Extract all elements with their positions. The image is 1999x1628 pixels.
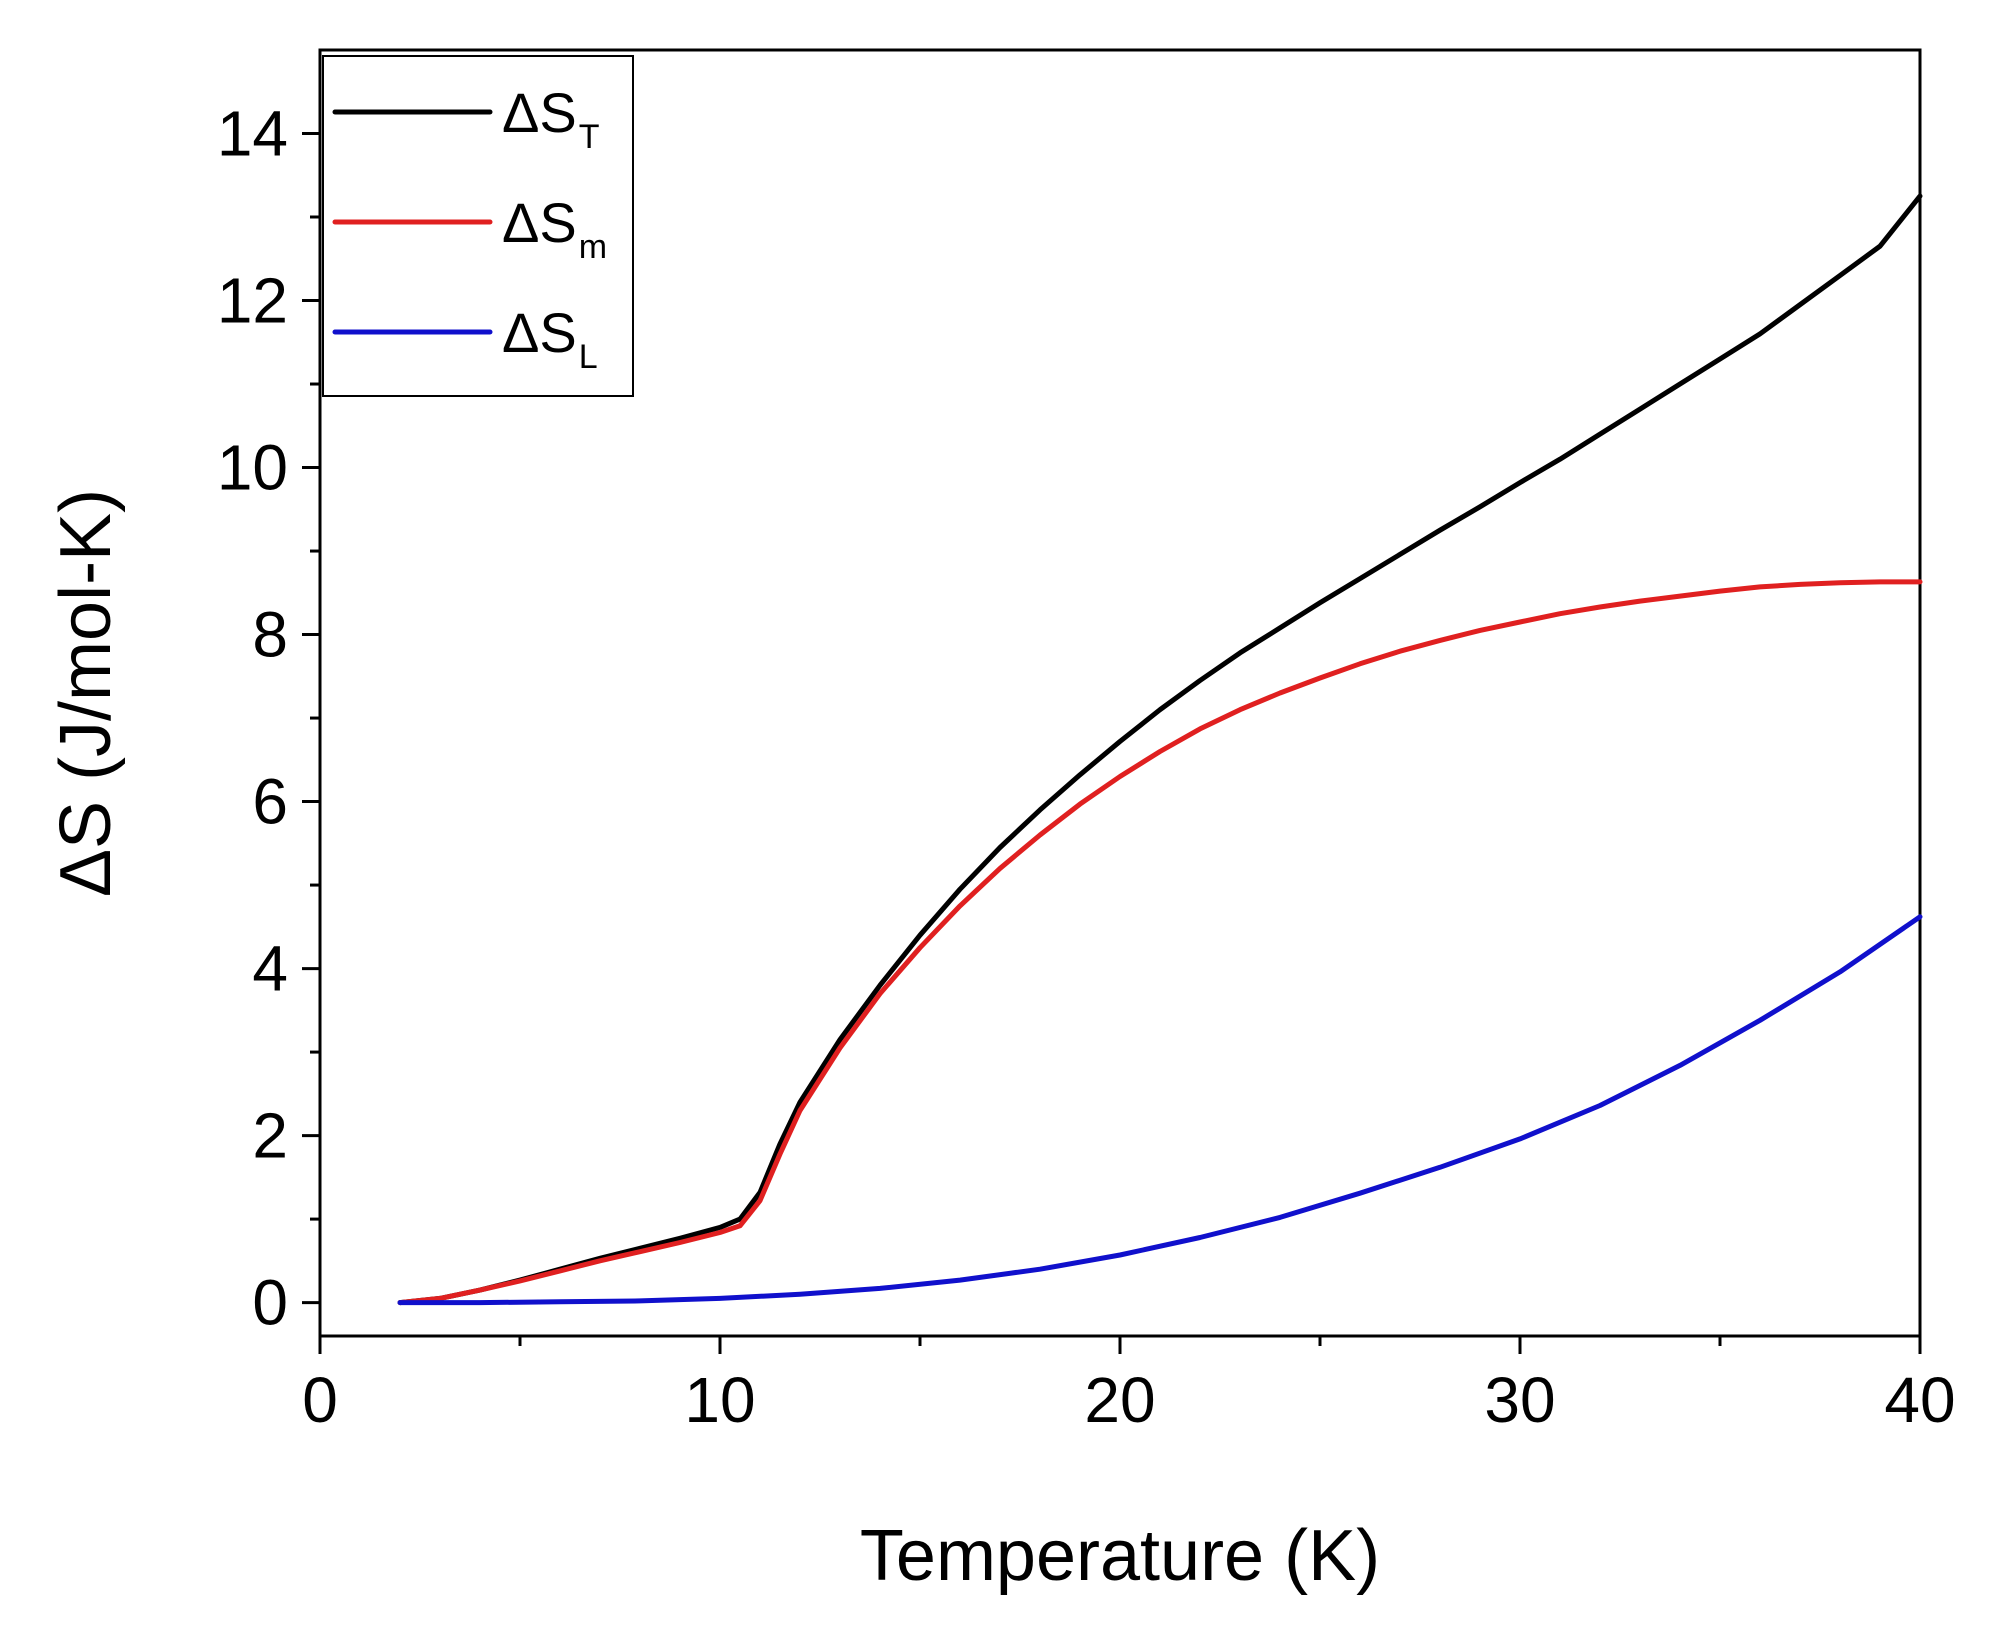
y-tick-label: 12: [217, 265, 288, 337]
y-tick-label: 8: [252, 599, 288, 671]
y-tick-label: 10: [217, 432, 288, 504]
legend-label-l: ΔSL: [502, 301, 598, 376]
y-tick-label: 6: [252, 766, 288, 838]
series-line-t: [397, 193, 1923, 1306]
series-line-l: [397, 914, 1923, 1306]
series-layer: [397, 193, 1923, 1306]
legend: ΔST ΔSm ΔSL: [322, 55, 634, 397]
x-tick-label: 20: [1084, 1364, 1155, 1436]
x-tick-label: 40: [1884, 1364, 1955, 1436]
y-tick-label: 2: [252, 1100, 288, 1172]
x-tick-label: 0: [302, 1364, 338, 1436]
y-tick-label: 14: [217, 98, 288, 170]
legend-label-m: ΔSm: [502, 191, 607, 266]
x-axis-title: Temperature (K): [860, 1516, 1380, 1596]
y-tick-label: 0: [252, 1267, 288, 1339]
x-tick-label: 30: [1484, 1364, 1555, 1436]
ticks-layer: 0 10 20 30 40 0 2 4 6 8 10 12 14: [217, 98, 1956, 1436]
y-tick-label: 4: [252, 933, 288, 1005]
y-axis-title: ΔS (J/mol-K): [46, 489, 126, 897]
series-line-m: [397, 579, 1923, 1306]
legend-label-t: ΔST: [502, 81, 600, 156]
x-tick-label: 10: [684, 1364, 755, 1436]
